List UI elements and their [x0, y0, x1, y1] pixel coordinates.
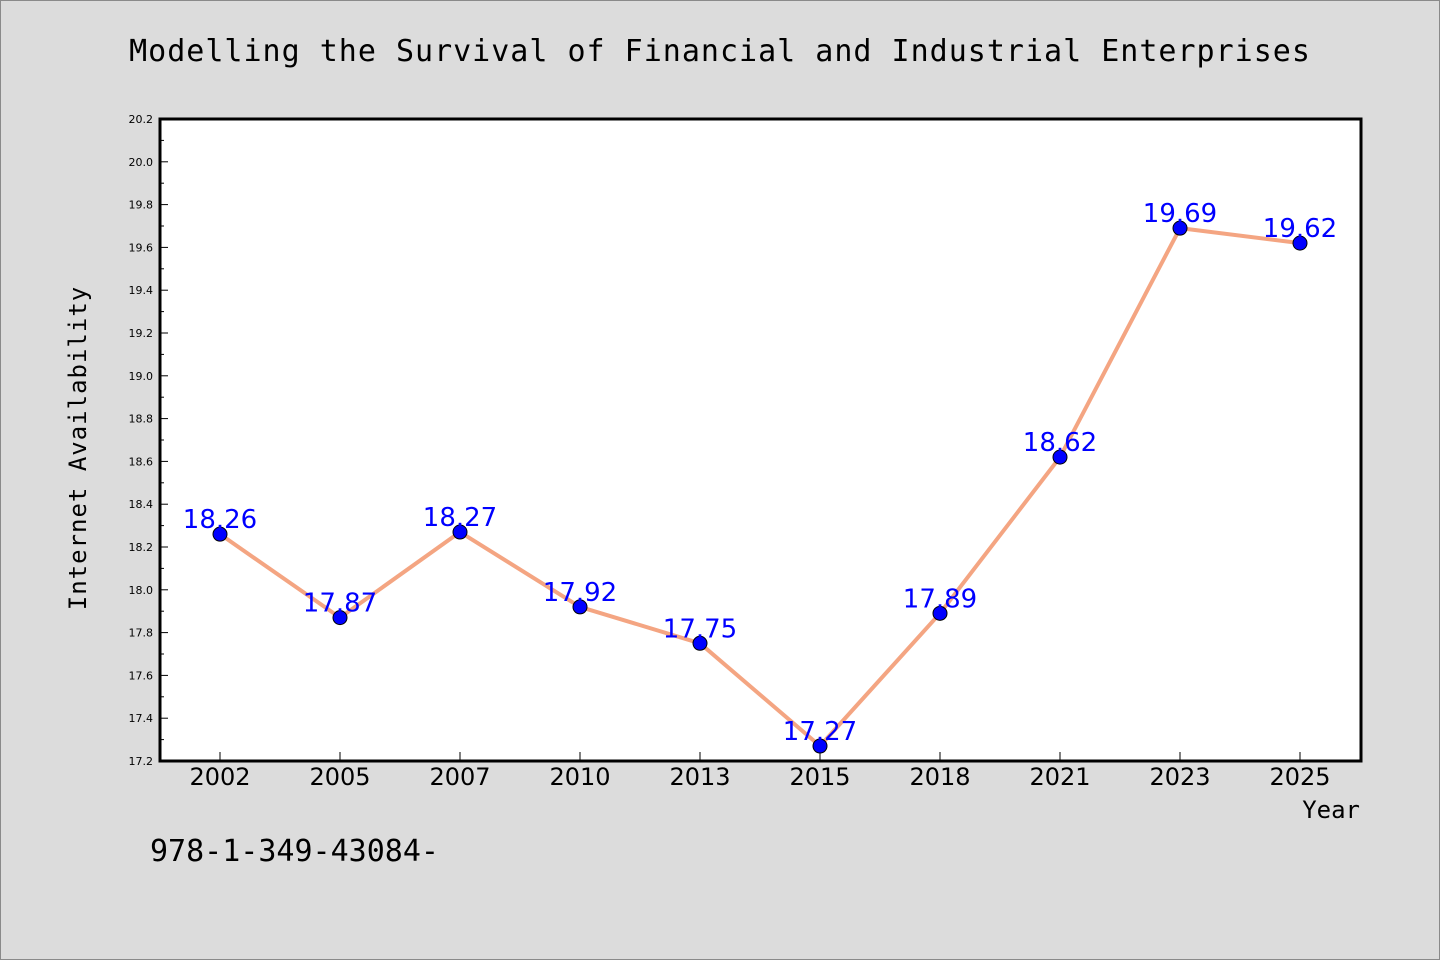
data-label: 17.27 [783, 717, 857, 747]
data-point [932, 605, 948, 621]
y-tick-label: 17.2 [129, 755, 154, 768]
series-line-group [218, 226, 1301, 749]
x-tick-label: 2002 [189, 763, 250, 791]
y-tick-label: 18.8 [129, 413, 154, 426]
y-tick-label: 19.2 [129, 327, 154, 340]
y-axis-ticks: 17.2 17.4 17.6 17.8 18.0 18.2 18.4 18.6 18.8 19.0… [129, 113, 168, 768]
x-tick-label: 2013 [669, 763, 730, 791]
data-point [1292, 235, 1308, 251]
data-point [1052, 449, 1068, 465]
y-tick-label: 19.4 [129, 284, 154, 297]
y-tick-label: 17.8 [129, 627, 154, 640]
x-tick-label: 2025 [1269, 763, 1330, 791]
data-label: 17.75 [663, 614, 737, 644]
data-label: 18.26 [183, 505, 257, 535]
series-line [218, 226, 1301, 749]
plot-area [158, 117, 1363, 763]
data-label: 18.27 [423, 503, 497, 533]
x-tick-label: 2007 [429, 763, 490, 791]
chart-title: Modelling the Survival of Financial and … [129, 34, 1311, 69]
y-tick-label: 18.2 [129, 541, 154, 554]
footer-isbn-text: 978-1-349-43084- [150, 834, 439, 869]
data-point [572, 599, 588, 615]
y-tick-label: 19.8 [129, 199, 154, 212]
data-label: 17.87 [303, 589, 377, 619]
y-tick-label: 17.4 [129, 712, 154, 725]
y-tick-label: 17.6 [129, 669, 154, 682]
data-point [812, 738, 828, 754]
data-markers [212, 220, 1308, 754]
x-tick-label: 2021 [1029, 763, 1090, 791]
x-tick-label: 2010 [549, 763, 610, 791]
y-tick-label: 20.2 [129, 113, 154, 126]
x-axis-ticks: 2002 2005 2007 2010 2013 2015 2018 2021 2023 2025 [189, 752, 1331, 791]
data-point [332, 610, 348, 626]
data-label: 17.89 [903, 584, 977, 614]
x-axis-label: Year [1302, 796, 1360, 824]
data-point [692, 635, 708, 651]
data-point [212, 526, 228, 542]
data-label: 19.69 [1143, 199, 1217, 229]
data-point [452, 524, 468, 540]
y-tick-label: 18.6 [129, 455, 154, 468]
data-point [1172, 220, 1188, 236]
x-tick-label: 2018 [909, 763, 970, 791]
data-label: 18.62 [1023, 428, 1097, 458]
x-tick-label: 2015 [789, 763, 850, 791]
y-tick-label: 19.0 [129, 370, 154, 383]
x-tick-label: 2005 [309, 763, 370, 791]
data-label: 17.92 [543, 578, 617, 608]
y-tick-label: 18.0 [129, 584, 154, 597]
y-tick-label: 19.6 [129, 241, 154, 254]
data-labels: 18.26 17.87 18.27 17.92 17.75 17.27 17.89 18.62… [183, 199, 1337, 747]
data-label: 19.62 [1263, 214, 1337, 244]
y-tick-label: 20.0 [129, 156, 154, 169]
y-tick-label: 18.4 [129, 498, 154, 511]
x-tick-label: 2023 [1149, 763, 1210, 791]
